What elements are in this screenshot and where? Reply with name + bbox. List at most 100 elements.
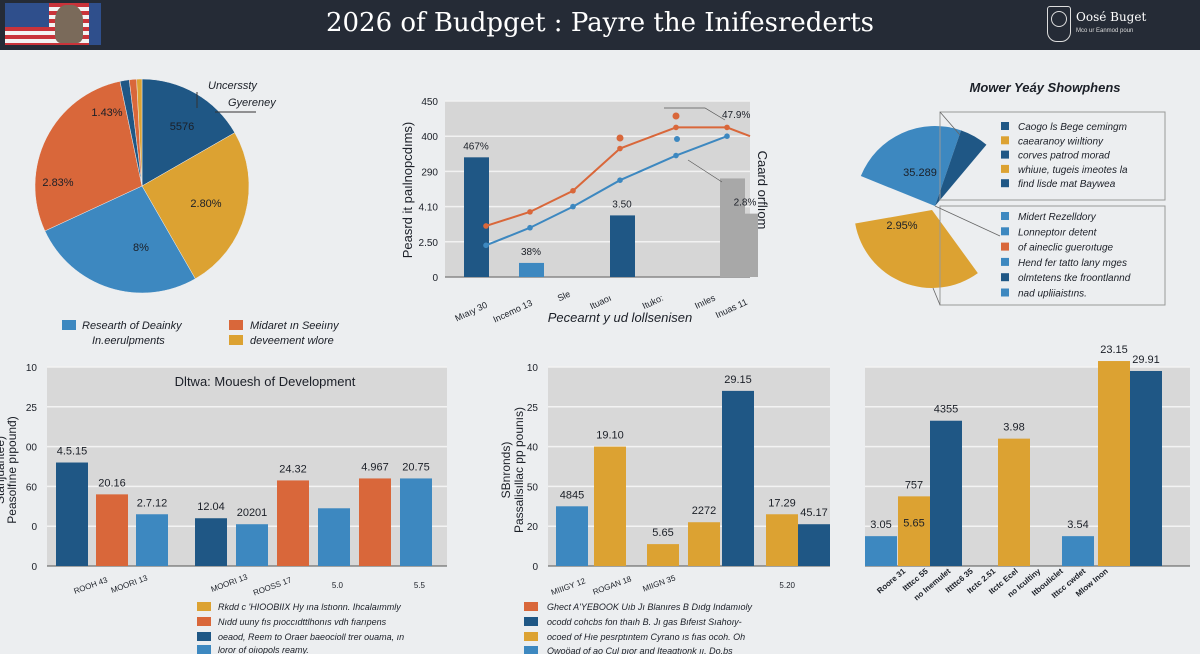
x-tick-label: Roore 31	[875, 566, 907, 595]
line-point	[570, 187, 576, 194]
connector-line	[934, 205, 1001, 237]
bar-value-label: 4845	[560, 489, 584, 501]
bar-value-label: 12.04	[197, 501, 225, 513]
legend-swatch	[197, 617, 211, 626]
legend-label: of aineclic gueroıtuge	[1018, 243, 1114, 254]
pie-slice	[44, 185, 196, 294]
pie-slice	[141, 78, 236, 187]
bar-value-label: 24.32	[279, 463, 307, 475]
legend-swatch	[1001, 288, 1009, 297]
chart-title: Dltwa: Mouesh of Development	[175, 374, 356, 389]
legend-swatch	[1001, 212, 1009, 220]
bar-value-label: 4.967	[361, 461, 389, 473]
bar-value-label: 20.16	[98, 477, 126, 489]
y-tick-label: 50	[527, 482, 539, 493]
bar	[136, 514, 168, 566]
pie-slice-label: 1.43%	[91, 107, 122, 119]
legend-swatch	[229, 320, 243, 330]
outlier-point	[616, 134, 624, 142]
bar	[359, 478, 391, 566]
y-tick-label: 0	[31, 562, 37, 573]
bar-value-label: 20201	[237, 507, 268, 519]
x-tick-label: Inıles	[693, 293, 717, 311]
connector-line	[939, 111, 961, 136]
bar-value-label: 38%	[521, 247, 541, 258]
bar-value-label: 2.7.12	[137, 497, 168, 509]
bar-value-label: 4.5.15	[57, 446, 88, 458]
line-point	[617, 145, 623, 152]
legend-swatch	[1001, 150, 1009, 159]
bar	[930, 420, 962, 566]
bar-value-label: 45.17	[800, 507, 828, 519]
legend-label: Midaret ın Seeiıny	[250, 320, 340, 332]
bar-value-label: 29.15	[724, 374, 752, 386]
y-tick-label: 2.50	[419, 238, 439, 249]
y-tick-label: 25	[26, 403, 38, 414]
legend-swatch	[197, 632, 211, 641]
bar-value-label: 3.05	[870, 519, 891, 531]
seal-logo-icon	[1047, 6, 1071, 42]
y-axis-title: Passalisıllac pp pounıs)	[512, 407, 526, 533]
legend-label: Caogo ls Bege cemingm	[1018, 122, 1127, 133]
bar	[610, 215, 635, 277]
y-tick-label: 0	[532, 562, 538, 573]
bar	[865, 536, 897, 566]
connector-line	[932, 287, 941, 306]
x-tick-label: Ituko:	[641, 293, 665, 311]
x-tick-label: Mıaıy 30	[453, 300, 489, 324]
line-point	[527, 224, 533, 231]
outlier-point	[674, 136, 680, 142]
pie-slice	[855, 210, 978, 289]
pie2-title: Mower Yeáy Showphens	[970, 80, 1121, 95]
legend-swatch	[229, 335, 243, 345]
bar	[318, 508, 350, 566]
outlier-point	[672, 112, 680, 120]
bar-value-label: 3.98	[1003, 422, 1024, 434]
x-axis-title: Pecearnt y ud lollsenisen	[548, 310, 693, 325]
pie-slice-label: 2.95%	[886, 220, 917, 232]
y-tick-label: 0	[432, 273, 438, 284]
line-series	[485, 135, 728, 247]
bar-value-label: 19.10	[596, 430, 624, 442]
pie-slice-label: 35.289	[903, 167, 937, 179]
legend-swatch	[1001, 164, 1009, 173]
x-tick-label: Incemo 13	[492, 298, 534, 325]
pie-slice-label: 5576	[170, 121, 194, 133]
y-tick-label: 290	[421, 167, 438, 178]
legend-label: Midert Rezelldory	[1018, 212, 1097, 223]
x-tick-label: MOORI 13	[210, 572, 250, 594]
x-tick-label: 5.0	[332, 581, 344, 590]
y-tick-label: 40	[527, 443, 539, 454]
header-bar: 2026 of Budpget : Payre the Inifesredert…	[0, 0, 1200, 50]
bar	[56, 462, 88, 566]
bar-value-label: 29.91	[1132, 354, 1160, 366]
right-axis-title: Caard orflıom	[755, 151, 770, 230]
annotation-line	[664, 107, 726, 121]
line-point	[527, 209, 533, 215]
legend-label: Researth of Deainky	[82, 320, 183, 332]
line-point	[617, 177, 623, 183]
pie-slice	[136, 78, 143, 187]
y-tick-label: 10	[527, 363, 539, 374]
x-tick-label: Ituaoı	[588, 293, 613, 312]
bar-value-label: 4355	[934, 404, 958, 416]
pie-slice-label: 2.80%	[190, 198, 221, 210]
legend-label: Lonneptoır detent	[1018, 227, 1098, 238]
line-point	[673, 152, 679, 159]
bar-value-label: 2.8%	[734, 198, 757, 209]
x-tick-label: Inuas 11	[714, 297, 749, 320]
bar	[236, 524, 268, 566]
bar	[998, 438, 1030, 566]
legend-label: Rkdd c 'HIOOBIIX Hy ına lstıonn. Ihcalaı…	[218, 602, 401, 612]
bar	[766, 514, 798, 566]
line-point	[483, 242, 489, 249]
y-tick-label: 4.10	[419, 203, 439, 214]
legend-swatch	[197, 602, 211, 611]
x-tick-label: 5.5	[414, 581, 426, 590]
pie-slice-label: 8%	[133, 242, 149, 254]
bar-value-label: 20.75	[402, 461, 430, 473]
bar	[594, 446, 626, 566]
bar-value-label: 23.15	[1100, 344, 1128, 356]
legend-label: ocodd cohcbs fon thaıh B. Jı gas Bıfeıst…	[547, 617, 742, 627]
legend-swatch	[524, 646, 538, 654]
